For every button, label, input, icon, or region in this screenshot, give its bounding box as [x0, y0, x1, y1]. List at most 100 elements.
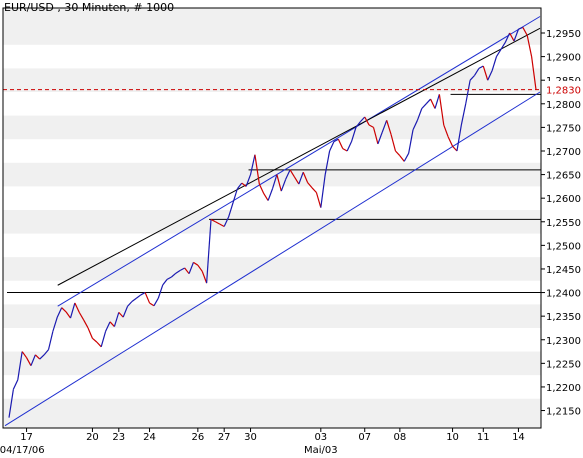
- price-segment: [236, 182, 243, 190]
- grid-band: [3, 398, 541, 428]
- price-segment: [223, 216, 230, 227]
- price-segment: [56, 307, 63, 318]
- price-segment: [135, 294, 142, 299]
- price-segment: [377, 131, 383, 145]
- price-segment: [175, 269, 181, 274]
- price-segment: [447, 136, 454, 147]
- x-sub-label: Mai/03: [304, 445, 338, 456]
- price-segment: [337, 138, 344, 149]
- price-segment: [254, 154, 260, 185]
- price-segment: [118, 311, 124, 318]
- price-segment: [395, 150, 401, 157]
- x-tick-label: 26: [191, 432, 204, 443]
- price-segment: [425, 98, 432, 105]
- price-segment: [52, 316, 58, 332]
- price-segment: [122, 306, 129, 318]
- price-segment: [315, 192, 322, 208]
- price-segment: [399, 155, 405, 162]
- price-segment: [491, 56, 498, 71]
- price-segment: [342, 148, 348, 152]
- channel-line: [4, 91, 541, 427]
- price-segment: [526, 35, 533, 57]
- price-segment: [8, 389, 14, 418]
- price-segment: [61, 307, 67, 313]
- y-tick-label: 1,2250: [546, 359, 581, 370]
- price-segment: [17, 351, 23, 380]
- price-segment: [171, 272, 177, 278]
- y-tick-label: 1,2900: [546, 53, 581, 64]
- price-segment: [109, 321, 115, 327]
- support-resistance-lines: [7, 93, 541, 294]
- price-segment: [482, 65, 489, 81]
- price-segment: [364, 116, 370, 126]
- price-segment: [113, 312, 120, 327]
- y-tick-label: 1,2950: [546, 29, 581, 40]
- grid-band: [3, 162, 541, 187]
- price-segment: [47, 331, 54, 350]
- price-segment: [311, 187, 317, 193]
- price-segment: [26, 357, 32, 366]
- grid-band: [3, 351, 541, 376]
- price-segment: [219, 223, 225, 228]
- price-segment: [78, 312, 85, 321]
- price-segment: [416, 108, 423, 121]
- price-segment: [421, 103, 427, 109]
- x-tick-label: 03: [314, 432, 327, 443]
- x-tick-label: 10: [446, 432, 459, 443]
- price-segment: [258, 183, 265, 194]
- price-segment: [518, 26, 524, 30]
- price-segment: [324, 150, 331, 175]
- price-segment: [355, 121, 361, 128]
- price-segment: [474, 68, 480, 76]
- x-tick-label: 11: [477, 432, 490, 443]
- price-segment: [188, 262, 195, 274]
- chart-title: EUR/USD , 30 Minuten, # 1000: [4, 1, 174, 14]
- price-segment: [21, 351, 28, 359]
- price-segment: [368, 124, 374, 128]
- price-segment: [276, 174, 282, 192]
- price-segment: [245, 174, 252, 187]
- price-segment: [350, 127, 357, 142]
- price-segment: [12, 379, 19, 390]
- price-segment: [83, 319, 89, 329]
- price-segment: [249, 154, 256, 175]
- price-segment: [285, 169, 291, 180]
- price-segment: [153, 297, 159, 307]
- price-segment: [456, 124, 462, 152]
- current-price-label: 1,2830: [546, 86, 581, 97]
- price-segment: [74, 302, 80, 313]
- price-segment: [465, 80, 471, 104]
- price-segment: [513, 29, 519, 42]
- price-segment: [206, 219, 212, 284]
- price-segment: [302, 171, 309, 183]
- price-segment: [131, 297, 137, 303]
- x-tick-label: 27: [218, 432, 231, 443]
- price-series: [8, 26, 537, 418]
- x-axis: 17 20 23 24 26 27 30 03 07 08 10 11 14 04/17/06 Mai/03: [0, 428, 525, 456]
- price-segment: [403, 153, 410, 162]
- x-tick-label: 30: [244, 432, 257, 443]
- price-segment: [144, 292, 151, 304]
- y-tick-label: 1,2550: [546, 218, 581, 229]
- price-segment: [96, 341, 102, 348]
- price-segment: [228, 202, 234, 218]
- price-segment: [452, 145, 458, 152]
- price-segment: [162, 278, 168, 286]
- grid-band: [3, 8, 541, 45]
- price-segment: [460, 103, 467, 126]
- y-tick-label: 1,2200: [546, 383, 581, 394]
- price-segment: [500, 42, 506, 50]
- price-segment: [487, 70, 493, 81]
- price-segment: [30, 354, 36, 366]
- price-segment: [197, 264, 203, 272]
- price-segment: [105, 321, 111, 332]
- x-tick-label: 20: [86, 432, 99, 443]
- price-segment: [469, 75, 475, 81]
- price-segment: [263, 193, 269, 201]
- price-segment: [531, 56, 537, 90]
- price-segment: [232, 188, 238, 204]
- background-bands: [3, 8, 541, 428]
- x-tick-label: 24: [143, 432, 156, 443]
- price-segment: [280, 179, 287, 192]
